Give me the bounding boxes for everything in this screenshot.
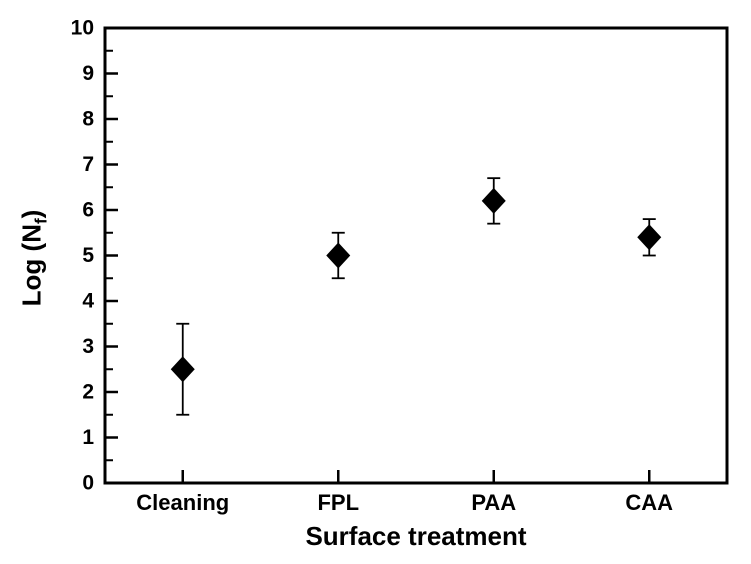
y-tick-label: 7 bbox=[82, 153, 94, 176]
y-tick-label: 10 bbox=[71, 17, 94, 40]
y-tick-label: 3 bbox=[82, 335, 94, 358]
x-tick-label-fpl: FPL bbox=[317, 490, 359, 515]
data-point-cleaning bbox=[170, 356, 195, 383]
data-point-fpl bbox=[326, 242, 351, 269]
y-tick-label: 9 bbox=[82, 62, 94, 85]
x-axis-title: Surface treatment bbox=[305, 521, 527, 551]
y-axis-title-pre: Log (N bbox=[16, 224, 47, 307]
y-tick-label: 1 bbox=[82, 426, 94, 449]
plot-frame bbox=[103, 26, 729, 485]
x-tick-label-caa: CAA bbox=[625, 490, 673, 515]
x-tick-label-paa: PAA bbox=[471, 490, 516, 515]
y-tick-label: 5 bbox=[82, 244, 94, 267]
y-tick-label: 8 bbox=[82, 108, 94, 131]
y-tick-label: 4 bbox=[82, 290, 94, 313]
data-point-paa bbox=[481, 187, 506, 214]
y-axis-title-sub: f bbox=[31, 218, 51, 225]
y-tick-label: 0 bbox=[82, 472, 94, 495]
x-tick-label-cleaning: Cleaning bbox=[136, 490, 229, 515]
y-axis-title-post: ) bbox=[16, 209, 47, 219]
y-axis-title: Log (Nf) bbox=[16, 210, 51, 307]
y-tick-label: 6 bbox=[82, 199, 94, 222]
data-point-caa bbox=[637, 224, 662, 251]
y-tick-label: 2 bbox=[82, 381, 94, 404]
